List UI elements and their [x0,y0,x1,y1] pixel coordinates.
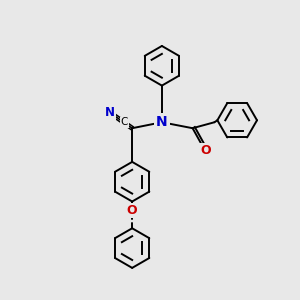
Text: N: N [105,106,115,119]
Text: O: O [127,204,137,217]
Text: N: N [156,115,168,129]
Text: C: C [121,117,128,128]
Text: O: O [200,145,211,158]
